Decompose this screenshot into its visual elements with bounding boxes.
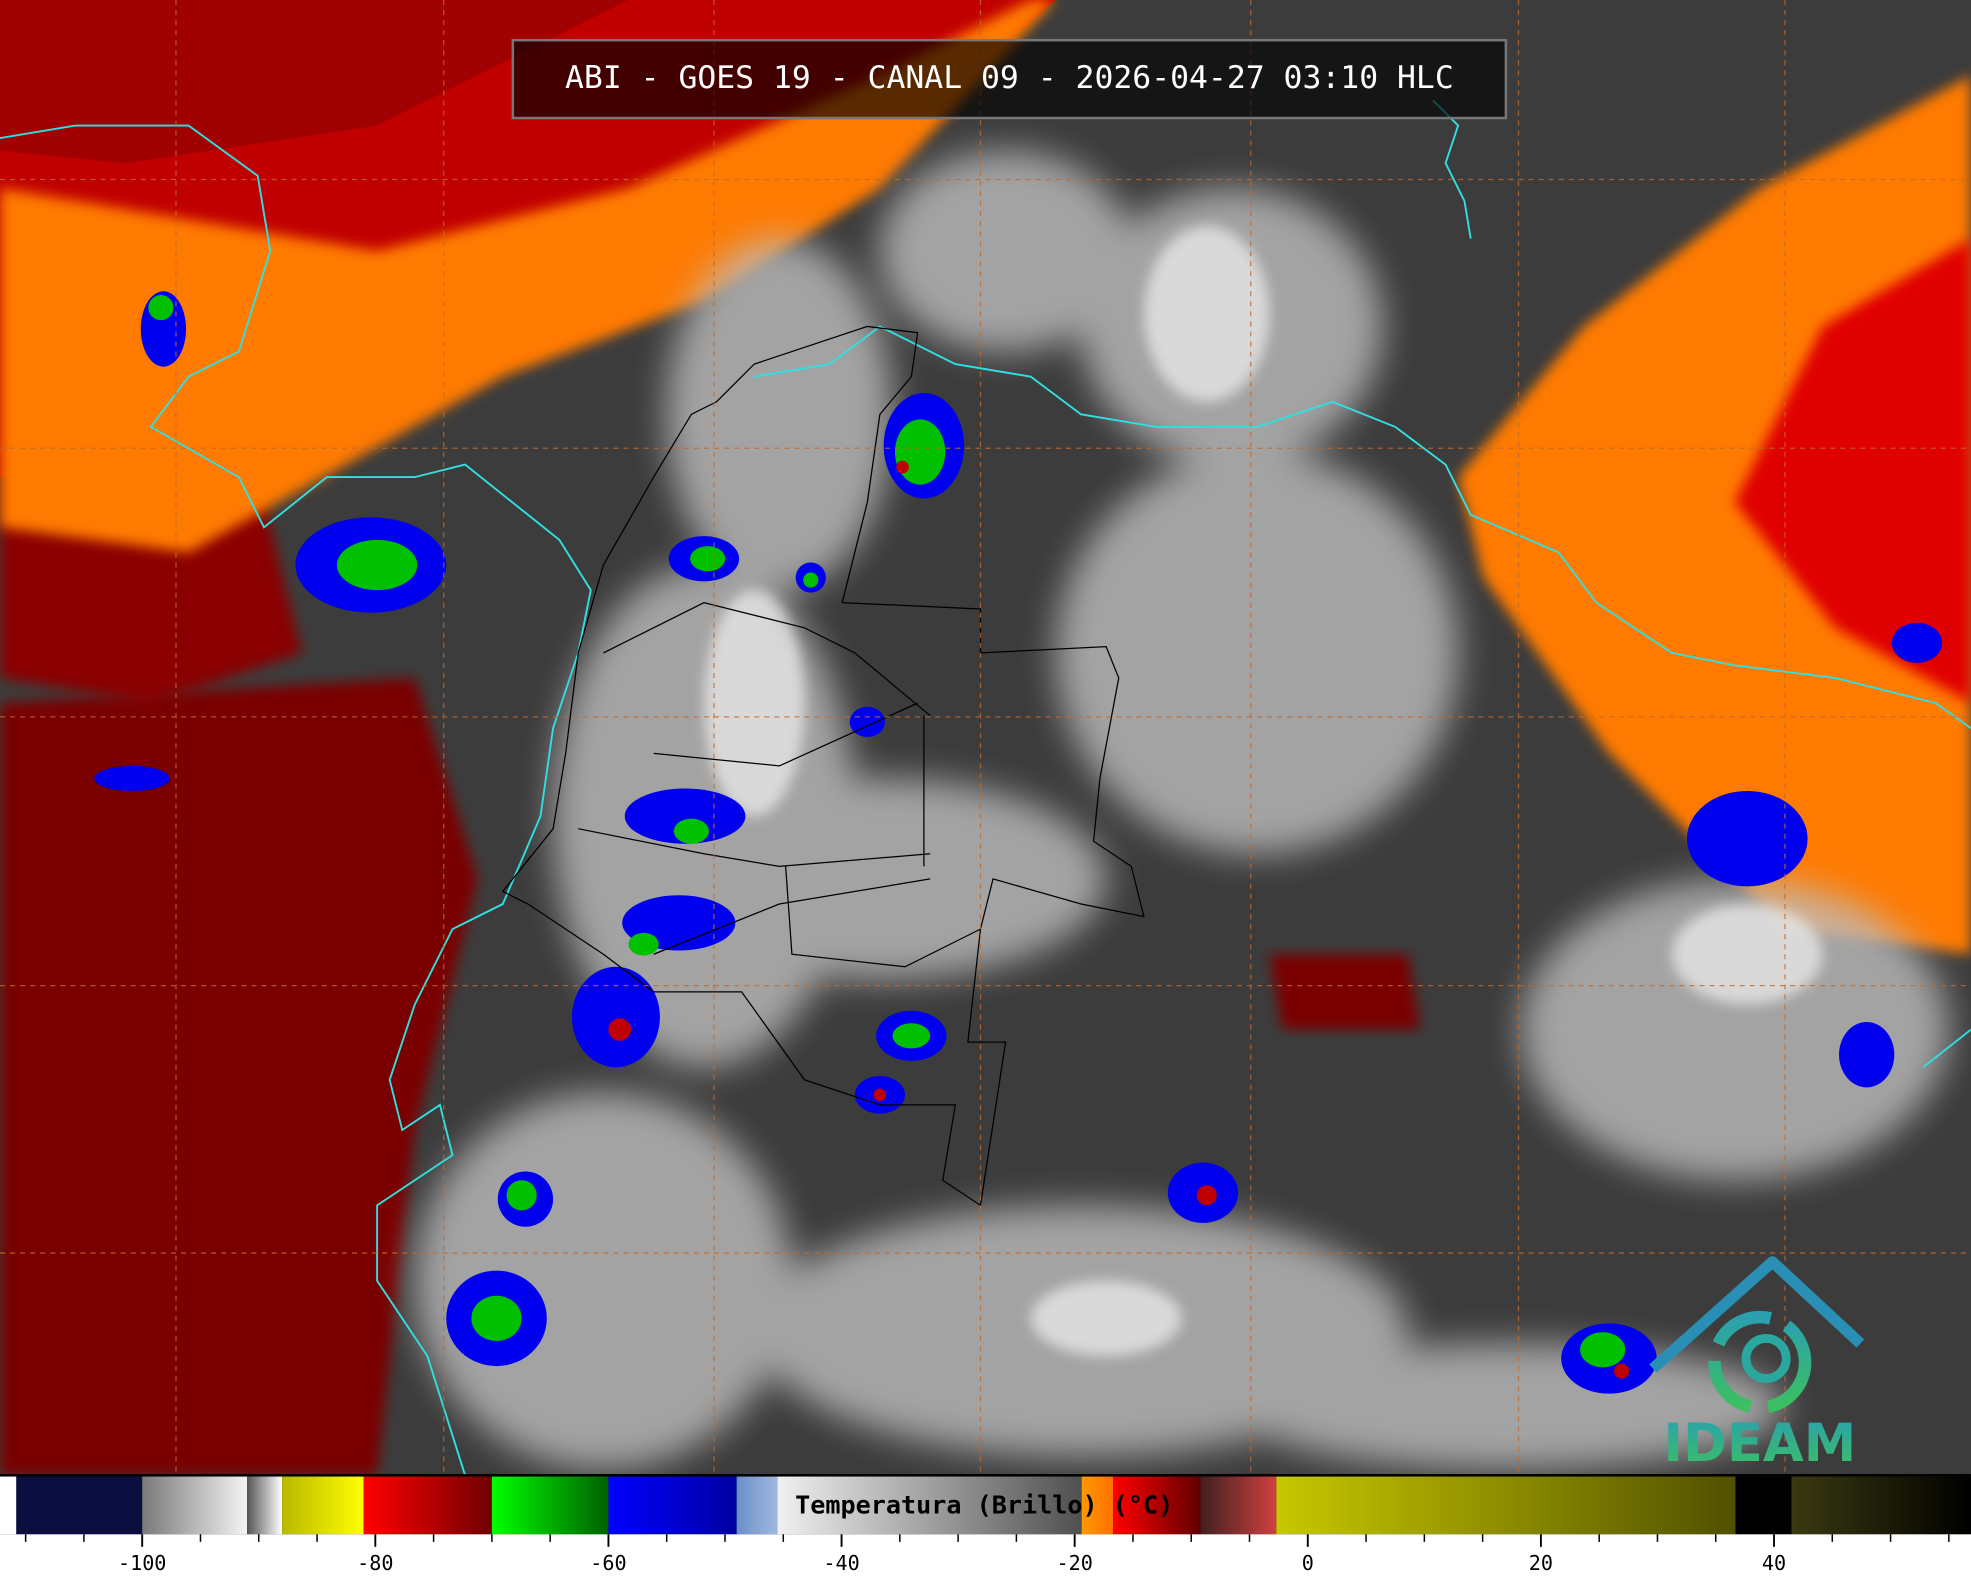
tick-label: -100	[118, 1551, 166, 1575]
colorbar: Temperatura (Brillo) (°C) -100 -80 -60 -40 -2…	[0, 1474, 1971, 1577]
title-box	[511, 38, 1508, 120]
logo: IDEAM	[1649, 1256, 1865, 1474]
imagery	[0, 0, 1971, 1476]
colorbar-segment	[142, 1476, 248, 1535]
colorbar-segment	[1200, 1476, 1277, 1535]
colorbar-segment	[736, 1476, 778, 1535]
tick-label: 20	[1529, 1551, 1553, 1575]
title: ABI - GOES 19 - CANAL 09 - 2026-04-27 03…	[565, 60, 1454, 96]
colorbar-segment	[16, 1476, 143, 1535]
colorbar-segment	[777, 1476, 1082, 1535]
tick-label: -40	[823, 1551, 859, 1575]
colorbar-segment	[363, 1476, 492, 1535]
colorbar-label: Temperatura (Brillo) (°C)	[795, 1491, 1173, 1520]
tick-label: -80	[357, 1551, 393, 1575]
colorbar-segment	[282, 1476, 364, 1535]
colorbar-segment	[1081, 1476, 1114, 1535]
colorbar-segment	[1791, 1476, 1971, 1535]
tick-label: -20	[1057, 1551, 1093, 1575]
tick-label: -60	[590, 1551, 626, 1575]
colorbar-segment	[1276, 1476, 1736, 1535]
tick-label: 40	[1762, 1551, 1786, 1575]
colorbar-segment	[491, 1476, 609, 1535]
colorbar-segment	[608, 1476, 737, 1535]
tick-label: 0	[1302, 1551, 1314, 1575]
colorbar-segment	[247, 1476, 283, 1535]
logo-text: IDEAM	[1663, 1413, 1856, 1474]
colorbar-segment	[0, 1476, 17, 1535]
colorbar-segment	[1113, 1476, 1201, 1535]
colorbar-segment	[1735, 1476, 1792, 1535]
colorbar-axis-bg	[0, 1534, 1971, 1577]
